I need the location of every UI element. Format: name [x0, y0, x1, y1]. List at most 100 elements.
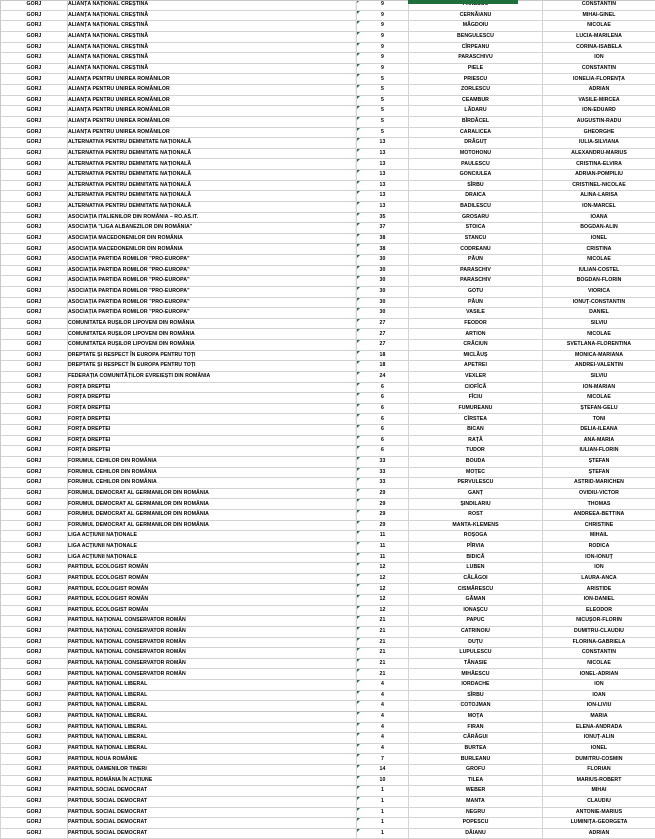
cell-party[interactable]: FORUMUL DEMOCRAT AL GERMANILOR DIN ROMÂN… [68, 499, 357, 510]
cell-party[interactable]: ALIANȚA PENTRU UNIREA ROMÂNILOR [68, 95, 357, 106]
cell-county[interactable]: GORJ [1, 669, 68, 680]
cell-party[interactable]: ASOCIAȚIA PARTIDA ROMILOR "PRO-EUROPA" [68, 255, 357, 266]
cell-ballot-number[interactable]: 1 [357, 796, 409, 807]
cell-ballot-number[interactable]: 4 [357, 743, 409, 754]
cell-ballot-number[interactable]: 4 [357, 711, 409, 722]
cell-county[interactable]: GORJ [1, 159, 68, 170]
cell-county[interactable]: GORJ [1, 106, 68, 117]
cell-surname[interactable]: DĂIANU [409, 828, 543, 839]
cell-given-name[interactable]: TONI [543, 414, 655, 425]
cell-ballot-number[interactable]: 5 [357, 127, 409, 138]
cell-party[interactable]: ALIANȚA NAȚIONAL CREȘTINĂ [68, 53, 357, 64]
cell-ballot-number[interactable]: 13 [357, 148, 409, 159]
cell-surname[interactable]: POPESCU [409, 818, 543, 829]
cell-county[interactable]: GORJ [1, 308, 68, 319]
cell-party[interactable]: PARTIDUL SOCIAL DEMOCRAT [68, 828, 357, 839]
cell-surname[interactable]: CERNĂIANU [409, 10, 543, 21]
cell-party[interactable]: PARTIDUL NAȚIONAL CONSERVATOR ROMÂN [68, 637, 357, 648]
cell-given-name[interactable]: MIHAI [543, 786, 655, 797]
cell-surname[interactable]: BÎRDĂCEL [409, 116, 543, 127]
cell-given-name[interactable]: IONEL [543, 743, 655, 754]
cell-given-name[interactable]: FLORINA-GABRIELA [543, 637, 655, 648]
cell-party[interactable]: FEDERAȚIA COMUNITĂȚILOR EVREIEȘTI DIN RO… [68, 371, 357, 382]
cell-surname[interactable]: MANTA-KLEMENS [409, 520, 543, 531]
cell-surname[interactable]: CEAMBUR [409, 95, 543, 106]
cell-surname[interactable]: CÎRSTEA [409, 414, 543, 425]
cell-county[interactable]: GORJ [1, 318, 68, 329]
cell-ballot-number[interactable]: 13 [357, 138, 409, 149]
cell-county[interactable]: GORJ [1, 414, 68, 425]
cell-ballot-number[interactable]: 7 [357, 754, 409, 765]
cell-ballot-number[interactable]: 21 [357, 626, 409, 637]
cell-ballot-number[interactable]: 6 [357, 446, 409, 457]
cell-party[interactable]: ALIANȚA NAȚIONAL CREȘTINĂ [68, 0, 357, 10]
cell-party[interactable]: PARTIDUL NAȚIONAL CONSERVATOR ROMÂN [68, 658, 357, 669]
cell-ballot-number[interactable]: 13 [357, 159, 409, 170]
cell-given-name[interactable]: ALEXANDRU-MARIUS [543, 148, 655, 159]
cell-given-name[interactable]: ȘTEFAN [543, 456, 655, 467]
cell-surname[interactable]: CATRINOIU [409, 626, 543, 637]
cell-ballot-number[interactable]: 33 [357, 478, 409, 489]
cell-party[interactable]: FORȚA DREPTEI [68, 425, 357, 436]
cell-given-name[interactable]: ELENA-ANDRADA [543, 722, 655, 733]
cell-given-name[interactable]: ION-DANIEL [543, 595, 655, 606]
cell-party[interactable]: ALIANȚA NAȚIONAL CREȘTINĂ [68, 31, 357, 42]
cell-surname[interactable]: COTOJMAN [409, 701, 543, 712]
cell-surname[interactable]: PARASCHIV [409, 265, 543, 276]
cell-ballot-number[interactable]: 6 [357, 403, 409, 414]
cell-surname[interactable]: PĂUN [409, 297, 543, 308]
cell-county[interactable]: GORJ [1, 775, 68, 786]
cell-surname[interactable]: ARTION [409, 329, 543, 340]
cell-county[interactable]: GORJ [1, 127, 68, 138]
cell-ballot-number[interactable]: 6 [357, 414, 409, 425]
cell-surname[interactable]: APETREI [409, 361, 543, 372]
cell-county[interactable]: GORJ [1, 244, 68, 255]
cell-surname[interactable]: STOICA [409, 223, 543, 234]
cell-party[interactable]: PARTIDUL NOUA ROMÂNIE [68, 754, 357, 765]
cell-party[interactable]: ALTERNATIVA PENTRU DEMNITATE NAȚIONALĂ [68, 201, 357, 212]
cell-surname[interactable]: VEXLER [409, 371, 543, 382]
cell-surname[interactable]: CĂRĂGUI [409, 733, 543, 744]
cell-ballot-number[interactable]: 9 [357, 31, 409, 42]
cell-county[interactable]: GORJ [1, 637, 68, 648]
cell-ballot-number[interactable]: 12 [357, 563, 409, 574]
cell-surname[interactable]: PÎRVIA [409, 541, 543, 552]
cell-given-name[interactable]: LUCIA-MARILENA [543, 31, 655, 42]
cell-surname[interactable]: TILEA [409, 775, 543, 786]
cell-given-name[interactable]: IONUȚ-CONSTANTIN [543, 297, 655, 308]
cell-county[interactable]: GORJ [1, 595, 68, 606]
cell-county[interactable]: GORJ [1, 212, 68, 223]
cell-county[interactable]: GORJ [1, 435, 68, 446]
cell-surname[interactable]: CÎRPEANU [409, 42, 543, 53]
cell-party[interactable]: ALTERNATIVA PENTRU DEMNITATE NAȚIONALĂ [68, 180, 357, 191]
cell-surname[interactable]: MOȚA [409, 711, 543, 722]
cell-surname[interactable]: VASILE [409, 308, 543, 319]
cell-party[interactable]: FORȚA DREPTEI [68, 403, 357, 414]
cell-surname[interactable]: GOTU [409, 286, 543, 297]
cell-ballot-number[interactable]: 30 [357, 308, 409, 319]
cell-given-name[interactable]: ANTONIE-MARIUS [543, 807, 655, 818]
cell-county[interactable]: GORJ [1, 796, 68, 807]
cell-county[interactable]: GORJ [1, 63, 68, 74]
cell-ballot-number[interactable]: 38 [357, 233, 409, 244]
cell-county[interactable]: GORJ [1, 201, 68, 212]
cell-county[interactable]: GORJ [1, 573, 68, 584]
cell-county[interactable]: GORJ [1, 626, 68, 637]
cell-given-name[interactable]: MONICA-MARIANA [543, 350, 655, 361]
cell-surname[interactable]: MĂGDOIU [409, 21, 543, 32]
cell-party[interactable]: LIGA ACȚIUNII NAȚIONALE [68, 552, 357, 563]
cell-surname[interactable]: IONAȘCU [409, 605, 543, 616]
cell-party[interactable]: ALIANȚA NAȚIONAL CREȘTINĂ [68, 21, 357, 32]
cell-surname[interactable]: BADILESCU [409, 201, 543, 212]
